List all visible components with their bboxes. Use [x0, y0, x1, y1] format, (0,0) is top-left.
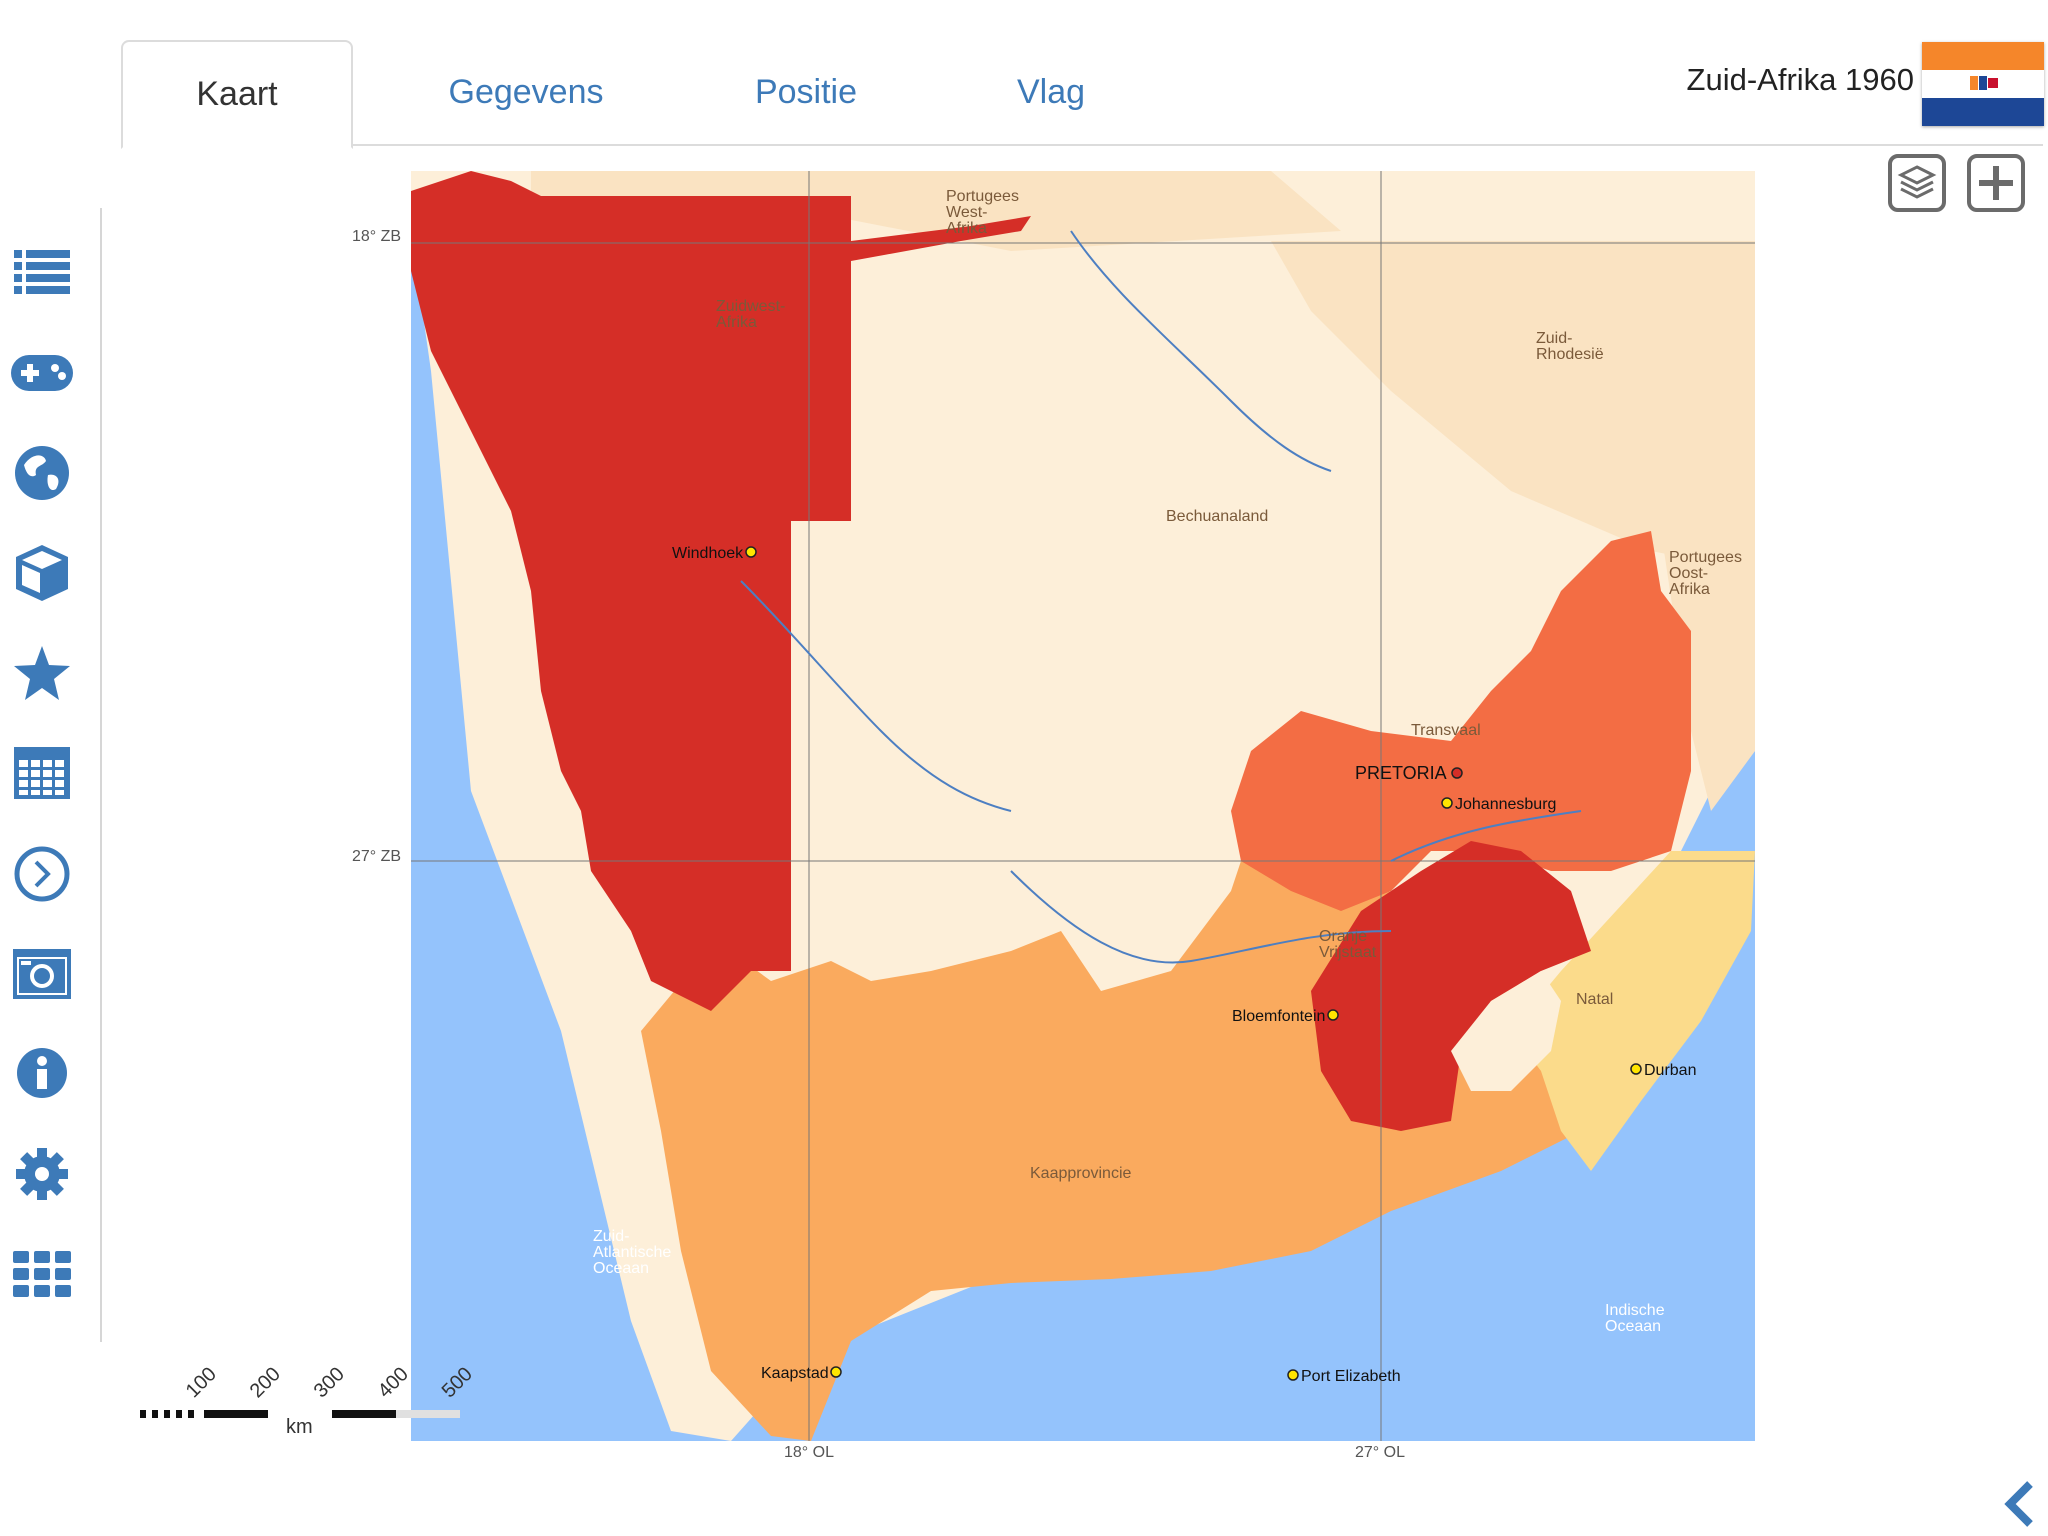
chevron-left-icon [2004, 1481, 2033, 1527]
scale-tick-300: 300 [309, 1363, 349, 1403]
city-windhoek: Windhoek [672, 545, 744, 562]
gear-icon[interactable] [10, 1142, 74, 1206]
tab-gegevens[interactable]: Gegevens [448, 73, 604, 111]
label-oranje: Oranje Vrijstaat [1319, 928, 1377, 961]
city-marker-windhoek[interactable] [745, 546, 757, 558]
city-port-elizabeth: Port Elizabeth [1301, 1368, 1401, 1385]
country-title: Zuid-Afrika 1960 [1686, 62, 1914, 97]
scale-tick-100: 100 [181, 1363, 221, 1403]
tab-positie[interactable]: Positie [754, 73, 858, 111]
portugees-west-region [531, 171, 1341, 251]
label-kaap: Kaapprovincie [1030, 1165, 1132, 1182]
flag-graphic [1922, 42, 2044, 126]
info-icon[interactable] [10, 1041, 74, 1105]
lat-label-27: 27° ZB [352, 848, 402, 865]
city-marker-durban[interactable] [1630, 1063, 1642, 1075]
basutoland-region [1451, 971, 1561, 1091]
portugees-oost-region [1661, 471, 1755, 811]
calendar-icon[interactable] [10, 741, 74, 805]
tab-kaart[interactable]: Kaart [121, 40, 353, 149]
label-natal: Natal [1576, 991, 1613, 1008]
city-bloemfontein: Bloemfontein [1232, 1008, 1325, 1025]
globe-icon[interactable] [10, 441, 74, 505]
river [740, 580, 1012, 812]
zoom-in-icon [1979, 166, 2013, 200]
zoom-in-button[interactable] [1967, 154, 2025, 212]
city-marker-pretoria[interactable] [1451, 767, 1463, 779]
map-canvas[interactable]: Zuidwest-Afrika Portugees West-Afrika Zui… [411, 171, 1755, 1441]
tab-vlag[interactable]: Vlag [1016, 73, 1086, 111]
city-marker-bloemfontein[interactable] [1327, 1009, 1339, 1021]
natal-region[interactable] [1511, 851, 1755, 1171]
sidebar [0, 208, 102, 1342]
river [1010, 870, 1392, 964]
gamepad-icon[interactable] [10, 341, 74, 405]
layers-icon [1897, 165, 1937, 199]
back-chevron-button[interactable] [2000, 1480, 2040, 1528]
tab-divider [121, 144, 2043, 146]
city-durban: Durban [1644, 1062, 1696, 1079]
city-pretoria: PRETORIA [1355, 763, 1447, 783]
lat-label-18: 18° ZB [352, 228, 402, 245]
city-marker-johannesburg[interactable] [1441, 797, 1453, 809]
label-transvaal: Transvaal [1411, 722, 1481, 739]
scale-unit: km [286, 1416, 313, 1438]
grid-icon[interactable] [10, 1242, 74, 1306]
zuidwest-afrika-region[interactable] [411, 171, 1031, 1011]
label-bechuanaland: Bechuanaland [1166, 508, 1268, 525]
label-indische-oceaan: Indische Oceaan [1605, 1302, 1665, 1335]
city-marker-port-elizabeth[interactable] [1287, 1369, 1299, 1381]
map[interactable]: Zuidwest-Afrika Portugees West-Afrika Zui… [411, 171, 1755, 1441]
label-portugees-oost: Portugees Oost-Afrika [1669, 549, 1742, 598]
cube-icon[interactable] [10, 541, 74, 605]
river [1390, 810, 1582, 862]
label-atlantische-oceaan: Zuid-Atlantische Oceaan [593, 1228, 671, 1277]
river [1070, 230, 1332, 472]
label-zuid-rhodesie: Zuid-Rhodesië [1536, 330, 1604, 363]
scale-tick-200: 200 [245, 1363, 285, 1403]
lon-label-18: 18° OL [784, 1444, 834, 1461]
layers-button[interactable] [1888, 154, 1946, 212]
city-johannesburg: Johannesburg [1455, 796, 1556, 813]
flag-image[interactable] [1922, 42, 2044, 126]
star-icon[interactable] [10, 641, 74, 705]
clock-icon[interactable] [10, 842, 74, 906]
city-marker-kaapstad[interactable] [830, 1366, 842, 1378]
city-kaapstad: Kaapstad [761, 1365, 829, 1382]
transvaal-region[interactable] [1231, 531, 1691, 911]
camera-icon[interactable] [10, 942, 74, 1006]
scale-tick-400: 400 [373, 1363, 413, 1403]
label-zuidwest: Zuidwest-Afrika [716, 298, 785, 331]
list-icon[interactable] [10, 240, 74, 304]
scale-bar: 100 200 300 400 500 km [140, 1363, 480, 1450]
scale-tick-500: 500 [437, 1363, 477, 1403]
zuid-rhodesie-region [1271, 241, 1755, 571]
tab-bar: Kaart Gegevens Positie Vlag [121, 0, 2043, 149]
lon-label-27: 27° OL [1355, 1444, 1405, 1461]
label-portugees-west: Portugees West-Afrika [946, 188, 1019, 237]
